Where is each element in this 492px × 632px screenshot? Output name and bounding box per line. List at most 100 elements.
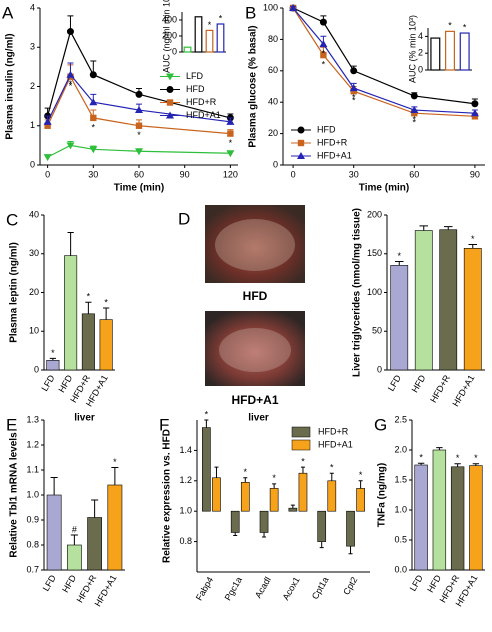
panel-letter: E [6,415,17,434]
y-tick-label: 4 [30,2,35,12]
x-tick-label: HFD+A1 [450,373,476,408]
bar [298,472,308,512]
x-tick-label: 30 [88,169,98,179]
error-bar [290,504,295,509]
legend-label: HFD+R [317,137,348,147]
data-point [135,122,143,129]
y-axis-title: TNFa (ng/mg) [377,463,388,527]
x-tick-label: LFD [386,373,403,393]
y-tick-label: 10 [29,326,39,336]
data-point [411,109,418,117]
y-tick-label: 0 [172,46,177,56]
bar [230,510,240,533]
error-bar [50,477,58,495]
photo-caption: HFD [243,289,268,303]
y-tick-label: 2.0 [394,444,407,454]
y-tick-label: 0 [418,64,423,74]
x-tick-label: Cpt1a [310,575,331,601]
data-point [89,98,98,106]
y-tick-label: 40 [29,209,39,219]
significance: * [51,348,55,358]
data-point [410,92,418,100]
y-axis-title: Plasma glucose (% basal) [248,25,259,147]
error-bar [67,231,74,256]
legend-marker [166,86,174,93]
y-tick-label: 1.2 [26,439,39,449]
panel-letter: F [159,415,169,434]
significance: * [413,118,417,128]
data-point [226,117,235,125]
data-point [89,146,98,154]
x-tick-label: LFD [41,573,58,593]
x-tick-label: 0 [45,169,50,179]
significance: * [330,463,334,473]
x-tick-label: 60 [134,169,144,179]
error-bar [348,546,353,555]
x-tick-label: HFD [425,573,443,594]
bar [346,510,355,547]
y-tick-label: 1.4 [179,445,192,455]
bar [194,16,203,53]
legend-marker [297,152,305,159]
error-bar [262,532,267,538]
bar [463,248,482,371]
significance: * [301,456,305,466]
error-bar [70,534,78,545]
error-bar [472,463,480,466]
data-point [349,84,358,92]
x-tick-label: 120 [223,169,238,179]
y-tick-label: 20 [268,128,278,138]
y-axis-title: Plasma insulin (ng/ml) [5,33,16,139]
significance: * [413,114,417,124]
y-tick-label: 2 [30,81,35,91]
error-bar [417,462,425,465]
y-tick-label: 200 [367,209,382,219]
significance: * [229,138,233,148]
x-axis-title: Time (min) [114,183,164,194]
y-tick-label: 100 [263,2,278,12]
data-point [320,51,327,59]
bar [64,255,78,371]
error-bar [49,357,56,361]
significance: * [87,292,91,302]
x-tick-label: Acadl [253,575,273,599]
data-point [319,18,327,26]
data-point [350,67,358,75]
x-tick-label: HFD [410,373,428,394]
significance: * [359,470,363,480]
legend-label: HFD+A1 [317,150,352,160]
legend-marker [166,111,174,119]
bar [216,23,225,53]
x-tick-label: HFD+R [428,373,452,405]
error-bar [443,226,453,230]
error-bar [103,307,110,320]
x-tick-label: 30 [349,169,359,179]
y-tick-label: 40 [268,97,278,107]
x-tick-label: Acox1 [281,575,302,602]
significance: * [137,130,141,140]
y-tick-label: 3 [30,42,35,52]
error-bar [91,499,99,518]
legend-label: HFD+A1 [186,110,221,120]
bar [414,464,428,571]
significance: * [352,96,356,106]
data-point [471,100,479,108]
x-tick-label: Fabp4 [194,575,215,602]
liver-photo [205,311,305,386]
y-axis-title: Liver triglycerides (nmol/mg tissue) [352,208,363,377]
data-point [289,4,298,11]
y-tick-label: 80 [268,34,278,44]
significance: * [104,297,108,307]
x-tick-label: 0 [291,169,296,179]
y-tick-label: 0 [30,159,35,169]
error-bar [454,463,461,467]
y-tick-label: 0.8 [26,539,39,549]
y-tick-label: 1 [30,120,35,130]
significance: * [322,48,326,58]
data-point [135,148,143,156]
significance: # [72,524,77,534]
legend-label: HFD+A1 [318,439,353,449]
y-tick-label: 1.0 [179,506,192,516]
significance: * [219,13,223,23]
